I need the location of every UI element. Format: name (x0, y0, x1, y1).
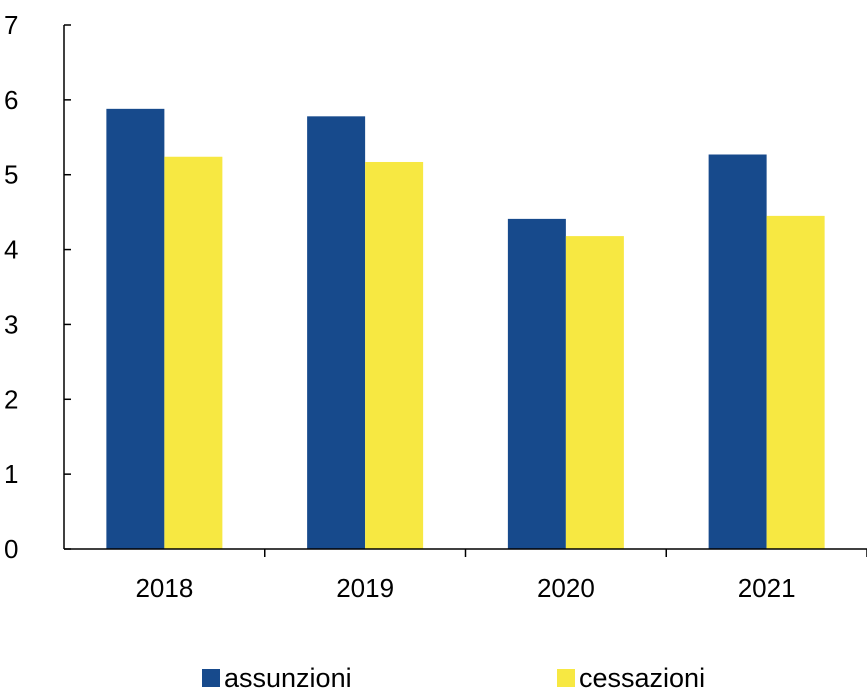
bar-cessazioni-2018 (164, 156, 223, 549)
y-tick-label: 0 (4, 534, 18, 564)
legend-label-cessazioni: cessazioni (579, 662, 706, 693)
bar-cessazioni-2021 (766, 215, 825, 549)
bar-assunzioni-2018 (106, 108, 165, 549)
legend-label-assunzioni: assunzioni (224, 662, 352, 693)
bar-assunzioni-2020 (507, 218, 566, 549)
y-axis: 0 1 2 3 4 5 6 7 (4, 10, 71, 564)
legend-swatch-cessazioni (557, 669, 575, 687)
y-tick-label: 3 (4, 309, 18, 339)
x-tick-label: 2018 (135, 573, 193, 603)
y-tick-label: 4 (4, 235, 18, 265)
legend-item-cessazioni: cessazioni (557, 662, 706, 693)
x-axis: 2018 2019 2020 2021 (64, 548, 867, 603)
bar-assunzioni-2021 (708, 154, 767, 549)
y-tick-label: 7 (4, 10, 18, 40)
legend-item-assunzioni: assunzioni (202, 662, 352, 693)
legend-swatch-assunzioni (202, 669, 220, 687)
y-tick-label: 6 (4, 85, 18, 115)
y-tick-label: 1 (4, 459, 18, 489)
x-tick-label: 2021 (738, 573, 796, 603)
x-tick-label: 2019 (336, 573, 394, 603)
bar-assunzioni-2019 (307, 116, 366, 549)
bar-cessazioni-2019 (365, 161, 424, 549)
y-tick-label: 2 (4, 384, 18, 414)
x-tick-label: 2020 (537, 573, 595, 603)
y-tick-label: 5 (4, 160, 18, 190)
bar-cessazioni-2020 (565, 236, 624, 549)
bars (106, 108, 825, 549)
